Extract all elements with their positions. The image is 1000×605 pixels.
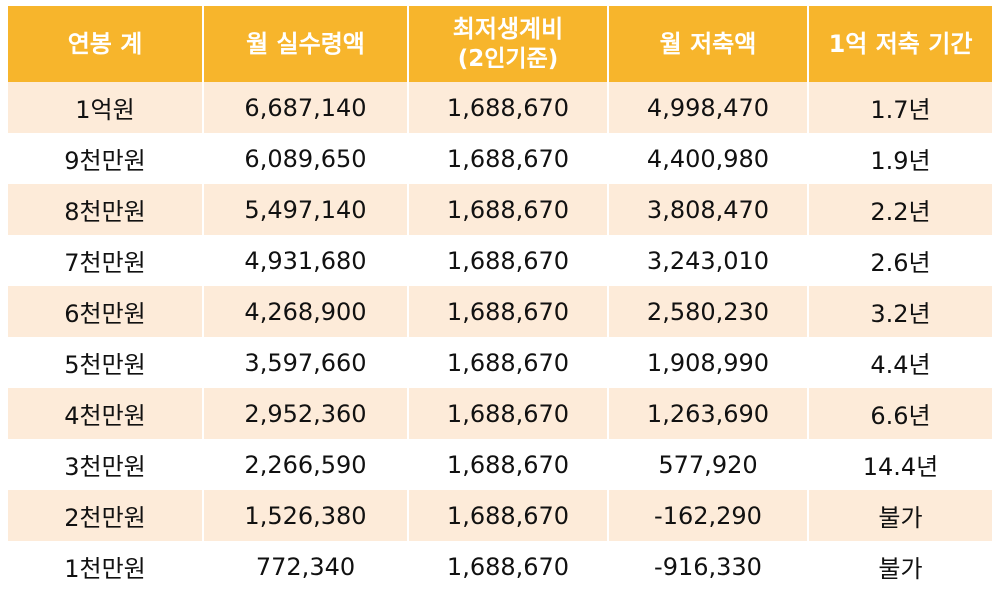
table-row: 4천만원 2,952,360 1,688,670 1,263,690 6.6년 [8,388,992,439]
monthly-savings-cell: 2,580,230 [608,286,809,337]
table-row: 9천만원 6,089,650 1,688,670 4,400,980 1.9년 [8,133,992,184]
salary-cell: 9천만원 [8,133,204,184]
salary-cell: 1억원 [8,82,204,133]
header-min-living-cost: 최저생계비 (2인기준) [408,6,609,82]
monthly-savings-cell: 3,243,010 [608,235,809,286]
salary-cell: 7천만원 [8,235,204,286]
table-row: 6천만원 4,268,900 1,688,670 2,580,230 3.2년 [8,286,992,337]
min-living-cost-cell: 1,688,670 [408,439,609,490]
savings-period-cell: 불가 [808,490,992,541]
table-row: 1억원 6,687,140 1,688,670 4,998,470 1.7년 [8,82,992,133]
min-living-cost-cell: 1,688,670 [408,490,609,541]
monthly-net-cell: 5,497,140 [203,184,409,235]
monthly-savings-cell: 4,998,470 [608,82,809,133]
table-row: 8천만원 5,497,140 1,688,670 3,808,470 2.2년 [8,184,992,235]
min-living-cost-cell: 1,688,670 [408,235,609,286]
monthly-savings-cell: -162,290 [608,490,809,541]
header-savings-period: 1억 저축 기간 [808,6,992,82]
header-min-living-cost-sub: (2인기준) [457,46,559,72]
monthly-net-cell: 6,687,140 [203,82,409,133]
savings-period-cell: 1.9년 [808,133,992,184]
savings-period-cell: 6.6년 [808,388,992,439]
table-row: 3천만원 2,266,590 1,688,670 577,920 14.4년 [8,439,992,490]
savings-period-cell: 4.4년 [808,337,992,388]
header-monthly-net: 월 실수령액 [203,6,409,82]
monthly-savings-cell: -916,330 [608,541,809,592]
monthly-savings-cell: 3,808,470 [608,184,809,235]
table-row: 2천만원 1,526,380 1,688,670 -162,290 불가 [8,490,992,541]
salary-cell: 5천만원 [8,337,204,388]
monthly-net-cell: 2,266,590 [203,439,409,490]
header-monthly-savings: 월 저축액 [608,6,809,82]
header-salary: 연봉 계 [8,6,204,82]
monthly-savings-cell: 577,920 [608,439,809,490]
header-row: 연봉 계 월 실수령액 최저생계비 (2인기준) 월 저축액 1억 저축 기간 [8,6,992,82]
table-row: 1천만원 772,340 1,688,670 -916,330 불가 [8,541,992,592]
min-living-cost-cell: 1,688,670 [408,337,609,388]
salary-cell: 6천만원 [8,286,204,337]
monthly-savings-cell: 4,400,980 [608,133,809,184]
salary-cell: 3천만원 [8,439,204,490]
monthly-net-cell: 3,597,660 [203,337,409,388]
savings-table: 연봉 계 월 실수령액 최저생계비 (2인기준) 월 저축액 1억 저축 기간 … [8,6,992,592]
savings-period-cell: 2.2년 [808,184,992,235]
salary-cell: 8천만원 [8,184,204,235]
min-living-cost-cell: 1,688,670 [408,388,609,439]
savings-period-cell: 2.6년 [808,235,992,286]
monthly-savings-cell: 1,908,990 [608,337,809,388]
monthly-net-cell: 1,526,380 [203,490,409,541]
min-living-cost-cell: 1,688,670 [408,133,609,184]
savings-period-cell: 1.7년 [808,82,992,133]
monthly-net-cell: 4,931,680 [203,235,409,286]
header-min-living-cost-label: 최저생계비 [452,15,564,43]
table-row: 7천만원 4,931,680 1,688,670 3,243,010 2.6년 [8,235,992,286]
min-living-cost-cell: 1,688,670 [408,184,609,235]
savings-period-cell: 불가 [808,541,992,592]
savings-period-cell: 14.4년 [808,439,992,490]
savings-period-cell: 3.2년 [808,286,992,337]
salary-cell: 4천만원 [8,388,204,439]
monthly-net-cell: 772,340 [203,541,409,592]
monthly-net-cell: 4,268,900 [203,286,409,337]
min-living-cost-cell: 1,688,670 [408,82,609,133]
monthly-net-cell: 2,952,360 [203,388,409,439]
monthly-net-cell: 6,089,650 [203,133,409,184]
monthly-savings-cell: 1,263,690 [608,388,809,439]
salary-cell: 1천만원 [8,541,204,592]
min-living-cost-cell: 1,688,670 [408,286,609,337]
min-living-cost-cell: 1,688,670 [408,541,609,592]
table-row: 5천만원 3,597,660 1,688,670 1,908,990 4.4년 [8,337,992,388]
salary-cell: 2천만원 [8,490,204,541]
